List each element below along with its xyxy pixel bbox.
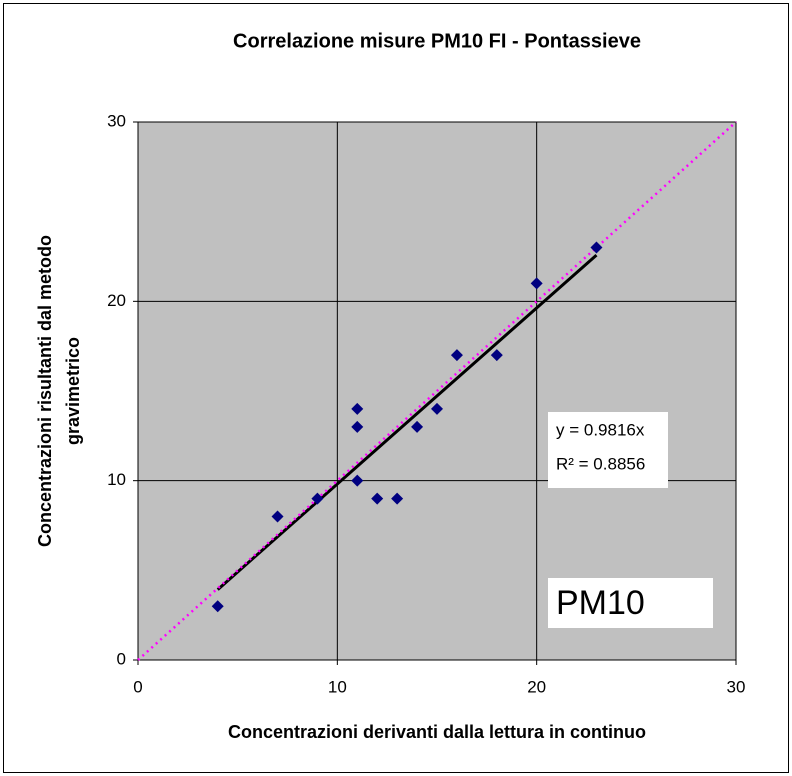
point (431, 402, 443, 415)
y-axis-label: Concentrazioni risultanti dal metodo gra… (35, 235, 83, 547)
trend-line (216, 253, 598, 591)
y-axis-label-line: Concentrazioni risultanti dal metodo (35, 235, 55, 547)
y-axis-label-line: gravimetrico (63, 337, 83, 445)
point (391, 492, 404, 505)
point (351, 420, 364, 433)
annotation-box (548, 412, 668, 488)
x-tick-label: 20 (527, 677, 546, 696)
point (371, 492, 384, 505)
series-label: PM10 (556, 584, 645, 622)
point (490, 349, 503, 362)
y-tick-label: 0 (117, 649, 126, 668)
point (211, 600, 224, 613)
equation: y = 0.9816x (556, 420, 645, 439)
plot: 0 10 20 30 0 10 20 30 (107, 111, 745, 696)
point (411, 420, 424, 433)
label-box (548, 578, 713, 628)
point (450, 349, 463, 362)
chart-title: Correlazione misure PM10 FI - Pontassiev… (233, 30, 641, 52)
point (530, 277, 543, 290)
x-tick-label: 10 (328, 677, 347, 696)
point (351, 402, 364, 415)
point (351, 474, 364, 487)
point (590, 241, 603, 254)
point (271, 510, 284, 523)
point (311, 492, 324, 505)
y-tick-label: 30 (107, 111, 126, 130)
reference-line (137, 121, 737, 661)
x-tick-label: 0 (133, 677, 142, 696)
y-tick-label: 20 (107, 291, 126, 310)
y-tick-label: 10 (107, 470, 126, 489)
x-tick-label: 30 (727, 677, 746, 696)
r-squared: R² = 0.8856 (556, 454, 645, 473)
x-axis-label: Concentrazioni derivanti dalla lettura i… (228, 722, 646, 742)
